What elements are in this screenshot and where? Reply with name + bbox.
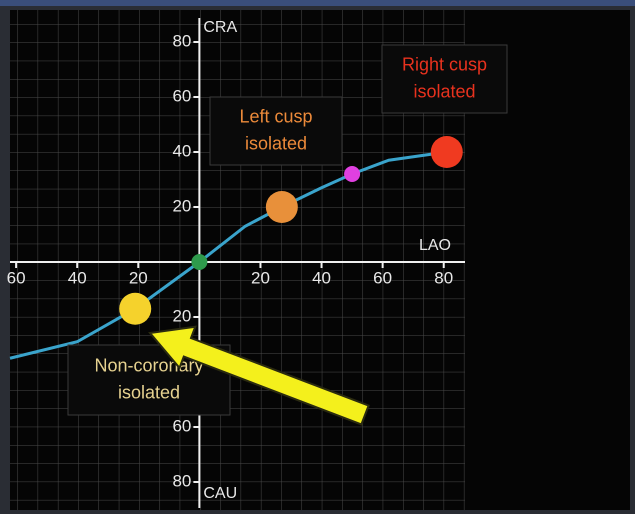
annotation-text: isolated: [245, 133, 307, 153]
y-axis-top-label: CRA: [203, 19, 237, 36]
screenshot: LAOCRACAU604020204060808060402020406080R…: [0, 0, 635, 514]
y-tick-label: 20: [172, 196, 191, 215]
y-tick-label: 80: [172, 31, 191, 50]
x-tick-label: 20: [251, 268, 270, 287]
point: [266, 191, 298, 223]
annotation-text: isolated: [413, 81, 475, 101]
annotation-text: Left cusp: [239, 106, 312, 126]
annotation-text: Right cusp: [402, 54, 487, 74]
top-border: [0, 0, 635, 6]
point: [119, 293, 151, 325]
point: [431, 136, 463, 168]
point: [344, 166, 360, 182]
y-tick-label: 40: [172, 141, 191, 160]
x-tick-label: 60: [373, 268, 392, 287]
y-tick-label: 60: [172, 86, 191, 105]
annotation-text: isolated: [118, 382, 180, 402]
x-tick-label: 80: [434, 268, 453, 287]
y-tick-label: 60: [172, 416, 191, 435]
point: [191, 254, 207, 270]
y-tick-label: 80: [172, 471, 191, 490]
x-tick-label: 40: [312, 268, 331, 287]
x-axis-label: LAO: [419, 237, 451, 254]
x-tick-label: 60: [7, 268, 26, 287]
y-axis-bottom-label: CAU: [203, 485, 237, 502]
x-tick-label: 40: [68, 268, 87, 287]
x-tick-label: 20: [129, 268, 148, 287]
y-tick-label: 20: [172, 306, 191, 325]
